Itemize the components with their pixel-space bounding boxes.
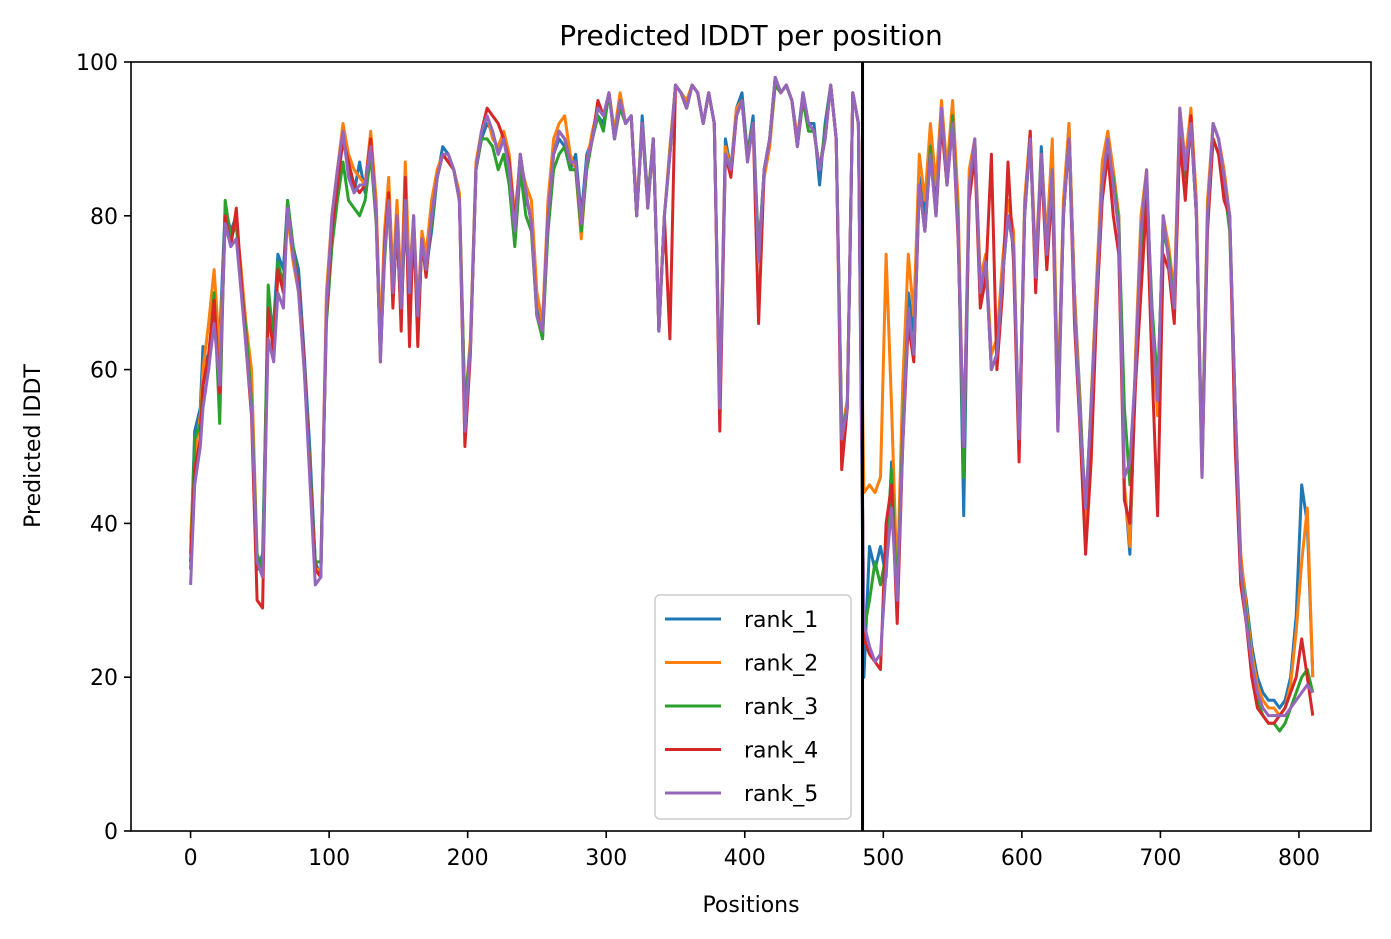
- x-tick-label: 100: [308, 846, 350, 871]
- legend-label-rank-3: rank_3: [744, 695, 818, 720]
- x-axis-label: Positions: [702, 893, 799, 918]
- chart-title: Predicted lDDT per position: [559, 19, 943, 52]
- plot-lines: [189, 75, 1315, 733]
- series-line-rank-5: [189, 75, 1315, 718]
- y-axis-ticks: 0 20 40 60 80 100: [76, 51, 131, 845]
- y-tick-label: 20: [90, 666, 118, 691]
- x-axis-ticks: 0 100 200 300 400 500 600 700 800: [184, 831, 1320, 871]
- x-tick-label: 400: [724, 846, 766, 871]
- x-tick-label: 600: [1001, 846, 1043, 871]
- legend-frame: [654, 594, 852, 820]
- y-tick-label: 80: [90, 205, 118, 230]
- legend: rank_1 rank_2 rank_3 rank_4 rank_5: [654, 594, 852, 820]
- y-tick-label: 60: [90, 359, 118, 384]
- x-tick-label: 300: [585, 846, 627, 871]
- legend-label-rank-4: rank_4: [744, 739, 818, 764]
- x-tick-label: 800: [1278, 846, 1320, 871]
- legend-label-rank-1: rank_1: [744, 608, 818, 633]
- x-tick-label: 200: [447, 846, 489, 871]
- legend-label-rank-5: rank_5: [744, 782, 818, 807]
- x-tick-label: 500: [862, 846, 904, 871]
- y-tick-label: 40: [90, 512, 118, 537]
- y-tick-label: 100: [76, 51, 118, 76]
- legend-label-rank-2: rank_2: [744, 652, 818, 677]
- x-tick-label: 0: [184, 846, 198, 871]
- y-axis-label: Predicted lDDT: [21, 364, 46, 528]
- y-tick-label: 0: [104, 820, 118, 845]
- x-tick-label: 700: [1139, 846, 1181, 871]
- axes-frame: [130, 61, 1372, 832]
